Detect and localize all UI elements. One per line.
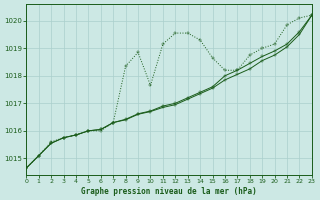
X-axis label: Graphe pression niveau de la mer (hPa): Graphe pression niveau de la mer (hPa) bbox=[81, 187, 257, 196]
